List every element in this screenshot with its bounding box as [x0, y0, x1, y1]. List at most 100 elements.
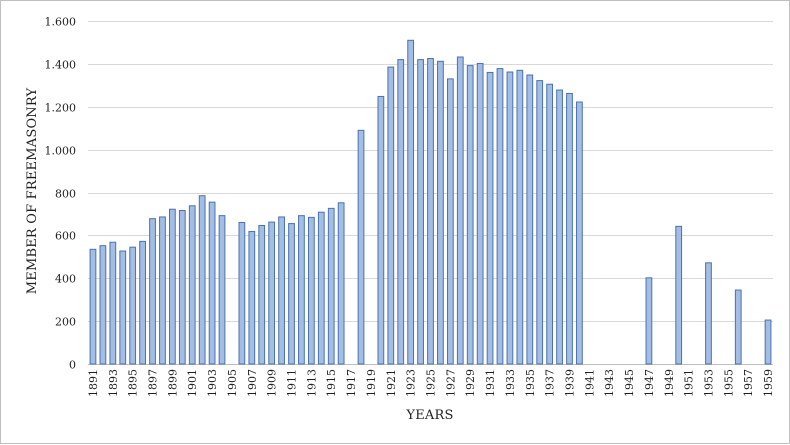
x-tick-label: 1903: [206, 369, 219, 397]
bar-1926: [437, 60, 444, 365]
x-tick-label: 1899: [166, 369, 179, 397]
bar-1947: [645, 277, 653, 365]
y-tick-label: 400: [55, 273, 76, 286]
bar-1929: [466, 65, 474, 365]
bar-1911: [288, 223, 295, 365]
bar-1897: [149, 218, 156, 365]
bar-1921: [387, 66, 395, 365]
bar-1939: [566, 92, 573, 365]
bar-1893: [109, 241, 117, 365]
x-tick-label: 1931: [484, 369, 497, 397]
y-tick-label: 600: [55, 230, 76, 243]
bar-1938: [556, 89, 563, 365]
bar-1924: [417, 59, 424, 365]
bar-1903: [208, 201, 216, 365]
bar-1956: [734, 289, 742, 365]
x-tick-label: 1937: [544, 369, 557, 397]
x-tick-label: 1919: [365, 369, 378, 397]
bar-1959: [764, 319, 772, 365]
bar-1914: [317, 211, 325, 365]
x-tick-label: 1955: [722, 369, 735, 397]
x-tick-label: 1953: [702, 369, 715, 397]
y-tick-label: 1.000: [45, 145, 77, 158]
x-axis-ticks: 1891 1893 1895 1897 1899 1901 1903 1905 1907 1909…: [87, 369, 775, 397]
x-tick-label: 1933: [504, 369, 517, 397]
bar-1940: [576, 101, 583, 365]
x-tick-label: 1909: [266, 369, 279, 397]
bar-1908: [258, 225, 266, 365]
bar-1953: [705, 262, 712, 365]
y-axis-title: MEMBER OF FREEMASONRY: [25, 88, 40, 295]
x-tick-label: 1925: [425, 369, 438, 397]
x-tick-label: 1927: [444, 369, 457, 397]
y-axis-ticks: 0 200 400 600 800 1.000 1.200 1.400 1.600: [45, 16, 77, 372]
x-tick-label: 1911: [286, 369, 299, 397]
x-tick-label: 1893: [107, 369, 120, 397]
bars: [89, 39, 772, 365]
bar-1899: [169, 208, 176, 365]
bar-1931: [486, 71, 494, 365]
bar-1936: [536, 80, 544, 365]
bar-1891: [89, 248, 97, 365]
bar-1933: [506, 71, 514, 365]
x-tick-label: 1891: [87, 369, 100, 397]
bar-1892: [99, 245, 107, 365]
x-tick-label: 1941: [583, 369, 596, 397]
bar-1913: [307, 216, 315, 365]
x-tick-label: 1917: [345, 369, 358, 397]
bar-1925: [427, 58, 434, 365]
bar-1932: [496, 68, 504, 365]
x-tick-label: 1935: [524, 369, 537, 397]
bar-1920: [377, 95, 385, 365]
bar-1922: [397, 59, 405, 365]
x-tick-label: 1913: [305, 369, 318, 397]
x-tick-label: 1959: [762, 369, 775, 397]
x-tick-label: 1947: [643, 369, 656, 397]
x-tick-label: 1939: [563, 369, 576, 397]
x-tick-label: 1929: [464, 369, 477, 397]
x-tick-label: 1957: [742, 369, 755, 397]
y-tick-label: 0: [69, 359, 76, 372]
x-axis-title: YEARS: [405, 408, 453, 423]
y-tick-label: 200: [55, 316, 76, 329]
bar-1916: [337, 202, 345, 365]
bar-1937: [546, 83, 554, 365]
bar-1909: [268, 221, 276, 365]
bar-1910: [278, 216, 285, 365]
x-tick-label: 1905: [226, 369, 239, 397]
y-tick-label: 1.200: [45, 102, 77, 115]
bar-1901: [188, 205, 196, 365]
x-tick-label: 1943: [603, 369, 616, 397]
y-tick-label: 800: [55, 188, 76, 201]
x-tick-label: 1949: [663, 369, 676, 397]
x-tick-label: 1923: [405, 369, 418, 397]
y-tick-label: 1.600: [45, 16, 77, 29]
bar-1950: [675, 225, 683, 365]
bar-1934: [516, 69, 524, 365]
bar-1900: [178, 210, 186, 365]
x-tick-label: 1921: [385, 369, 398, 397]
bar-1927: [446, 78, 454, 365]
bar-1930: [476, 62, 484, 365]
bar-1912: [298, 215, 305, 365]
bar-1928: [456, 56, 464, 365]
bar-1935: [526, 74, 534, 365]
x-tick-label: 1901: [186, 369, 199, 397]
bar-1904: [218, 215, 226, 365]
x-tick-label: 1915: [325, 369, 338, 397]
bar-1896: [139, 240, 146, 365]
bar-1894: [119, 250, 127, 365]
x-tick-label: 1897: [147, 369, 160, 397]
x-tick-label: 1951: [683, 369, 696, 397]
bar-1898: [159, 216, 166, 365]
x-tick-label: 1945: [623, 369, 636, 397]
bar-1906: [238, 222, 246, 365]
bar-1895: [129, 246, 137, 365]
bar-1918: [357, 129, 365, 365]
y-tick-label: 1.400: [45, 59, 77, 72]
x-tick-label: 1895: [127, 369, 140, 397]
bar-1902: [198, 195, 206, 365]
bar-1907: [248, 231, 256, 365]
